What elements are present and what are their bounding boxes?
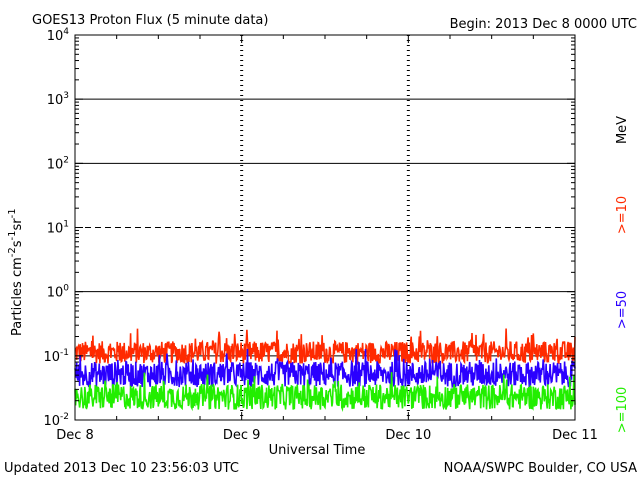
chart-title: GOES13 Proton Flux (5 minute data) bbox=[32, 13, 268, 28]
series-line-0 bbox=[74, 328, 576, 367]
y-tick-label-3: 101 bbox=[47, 220, 69, 237]
x-tick-label-0: Dec 8 bbox=[56, 428, 94, 443]
begin-label: Begin: 2013 Dec 8 0000 UTC bbox=[450, 17, 637, 32]
y-tick-labels: 10-2 10-1 100 101 102 103 104 bbox=[43, 27, 69, 429]
legend-entry-0: >=10 bbox=[615, 196, 630, 234]
x-tick-label-2: Dec 10 bbox=[385, 428, 431, 443]
y-axis-label: Particles cm-2s-1sr-1 bbox=[7, 208, 25, 336]
credit-label: NOAA/SWPC Boulder, CO USA bbox=[444, 461, 637, 476]
y-tick-label-5: 103 bbox=[47, 91, 69, 108]
y-tick-label-0: 10-2 bbox=[43, 412, 69, 429]
updated-label: Updated 2013 Dec 10 23:56:03 UTC bbox=[4, 461, 239, 476]
y-tick-label-1: 10-1 bbox=[43, 348, 69, 365]
legend-unit-label: MeV bbox=[615, 116, 630, 144]
y-tick-label-4: 102 bbox=[47, 155, 69, 172]
legend-entry-1: >=50 bbox=[615, 291, 630, 329]
plot-frame bbox=[74, 34, 576, 421]
legend-entry-2: >=100 bbox=[615, 387, 630, 434]
x-tick-labels: Dec 8 Dec 9 Dec 10 Dec 11 bbox=[56, 428, 598, 443]
y-tick-label-6: 104 bbox=[47, 27, 70, 44]
x-tick-label-3: Dec 11 bbox=[552, 428, 598, 443]
series-group bbox=[74, 328, 576, 412]
x-tick-label-1: Dec 9 bbox=[223, 428, 261, 443]
y-tick-label-2: 100 bbox=[47, 284, 70, 301]
x-axis-label: Universal Time bbox=[269, 443, 366, 458]
legend: >=10 >=50 >=100 MeV bbox=[615, 116, 630, 433]
series-line-1 bbox=[74, 348, 576, 390]
series-line-2 bbox=[74, 372, 576, 412]
